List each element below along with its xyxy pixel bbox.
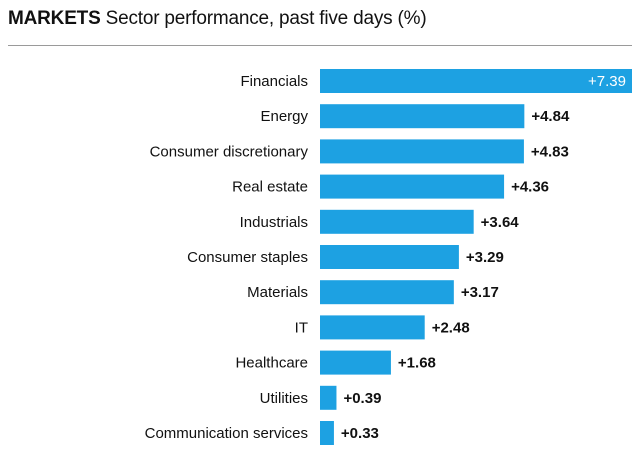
data-label: +4.84 <box>531 108 570 125</box>
chart-title: MARKETS Sector performance, past five da… <box>8 8 427 30</box>
category-label: Utilities <box>260 390 308 407</box>
bar <box>320 315 425 340</box>
data-label: +3.64 <box>481 214 520 231</box>
data-label: +4.36 <box>511 179 549 196</box>
title-divider <box>8 45 632 46</box>
bar <box>320 104 525 129</box>
category-label: Healthcare <box>235 355 308 372</box>
chart-title-kicker: MARKETS <box>8 8 101 29</box>
data-label: +0.39 <box>343 390 381 407</box>
data-label: +3.29 <box>466 249 504 266</box>
category-label: Consumer discretionary <box>150 143 309 160</box>
data-label: +7.39 <box>588 73 626 90</box>
data-label: +2.48 <box>432 319 470 336</box>
category-label: IT <box>295 319 308 336</box>
data-label: +3.17 <box>461 284 499 301</box>
data-label: +4.83 <box>531 143 569 160</box>
category-label: Materials <box>247 284 308 301</box>
bar <box>320 69 632 93</box>
bar <box>320 209 474 234</box>
category-label: Communication services <box>145 425 308 442</box>
data-label: +1.68 <box>398 355 436 372</box>
category-label: Real estate <box>232 179 308 196</box>
bar <box>320 139 524 164</box>
bar <box>320 174 505 199</box>
data-label: +0.33 <box>341 425 379 442</box>
chart-title-text: Sector performance, past five days (%) <box>105 8 427 29</box>
bar <box>320 385 337 410</box>
category-label: Industrials <box>240 214 308 231</box>
category-label: Energy <box>260 108 308 125</box>
bar <box>320 245 459 269</box>
category-label: Financials <box>240 73 308 90</box>
bar <box>320 350 391 375</box>
category-label: Consumer staples <box>187 249 308 266</box>
bar <box>320 280 454 305</box>
bar <box>320 421 334 445</box>
